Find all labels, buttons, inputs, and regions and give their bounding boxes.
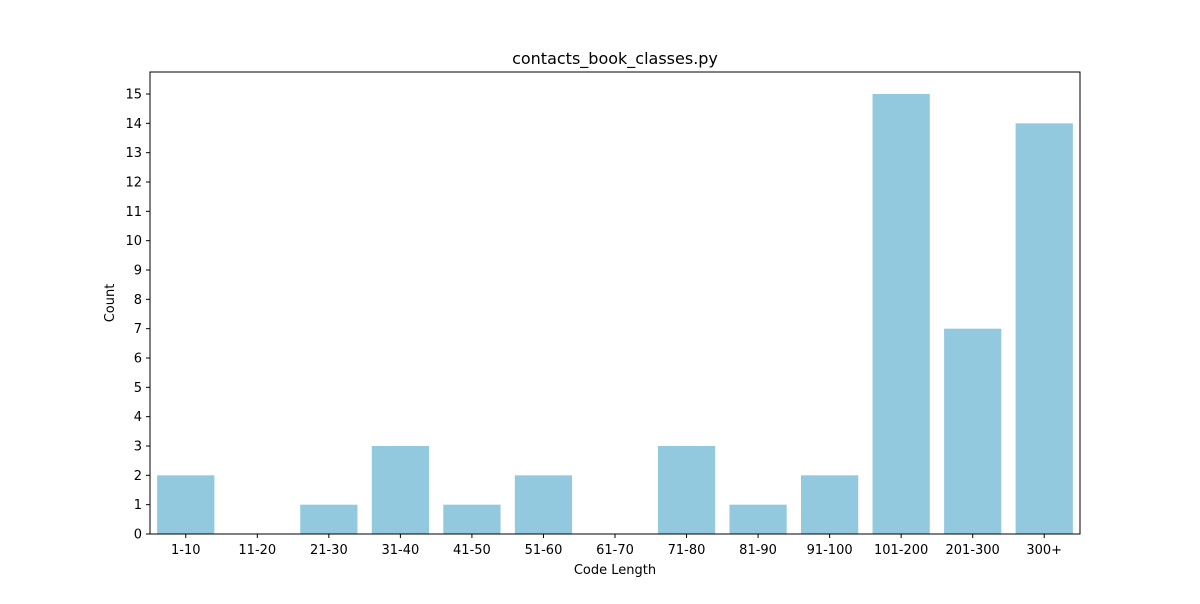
bar-21-30 [300,504,358,534]
bar-71-80 [657,446,716,534]
y-tick-label: 15 [125,88,142,103]
x-tick-label: 201-300 [946,543,1000,558]
x-tick-label: 51-60 [525,543,563,558]
bar-51-60 [514,475,573,534]
x-tick-label: 91-100 [807,543,853,558]
x-axis-label: Code Length [574,563,656,578]
x-tick-label: 1-10 [171,543,201,558]
bar-201-300 [944,328,1002,534]
y-tick-label: 1 [134,498,142,513]
x-tick-label: 71-80 [668,543,706,558]
x-tick-label: 61-70 [596,543,634,558]
y-tick-label: 12 [125,176,142,191]
x-axis-ticks: 1-10 11-20 21-30 31-40 41-50 51-60 61-70 71-80 8… [171,534,1062,558]
y-tick-label: 11 [125,205,142,220]
bar-300+ [1015,123,1073,534]
y-tick-label: 8 [134,293,142,308]
bar-81-90 [729,504,787,534]
x-tick-label: 31-40 [381,543,419,558]
chart-title: contacts_book_classes.py [512,49,718,69]
y-tick-label: 9 [134,264,142,279]
y-tick-label: 2 [134,469,142,484]
bar-91-100 [801,475,859,534]
y-tick-label: 13 [125,146,142,161]
bar-1-10 [157,475,215,534]
x-tick-label: 11-20 [238,543,276,558]
y-tick-label: 7 [134,322,142,337]
bar-41-50 [443,504,501,534]
y-tick-label: 3 [134,440,142,455]
x-tick-label: 41-50 [453,543,491,558]
x-tick-label: 81-90 [739,543,777,558]
x-tick-label: 300+ [1026,543,1062,558]
y-tick-label: 6 [134,352,142,367]
bars-group [157,94,1073,534]
bar-31-40 [371,446,429,534]
bar-101-200 [872,94,930,534]
x-tick-label: 21-30 [310,543,348,558]
y-tick-label: 4 [134,410,142,425]
plot-area-frame [149,71,1081,535]
y-tick-label: 0 [134,528,142,543]
y-tick-label: 5 [134,381,142,396]
y-axis-label: Count [103,284,118,323]
y-tick-label: 14 [125,117,142,132]
y-tick-label: 10 [125,234,142,249]
x-tick-label: 101-200 [874,543,928,558]
